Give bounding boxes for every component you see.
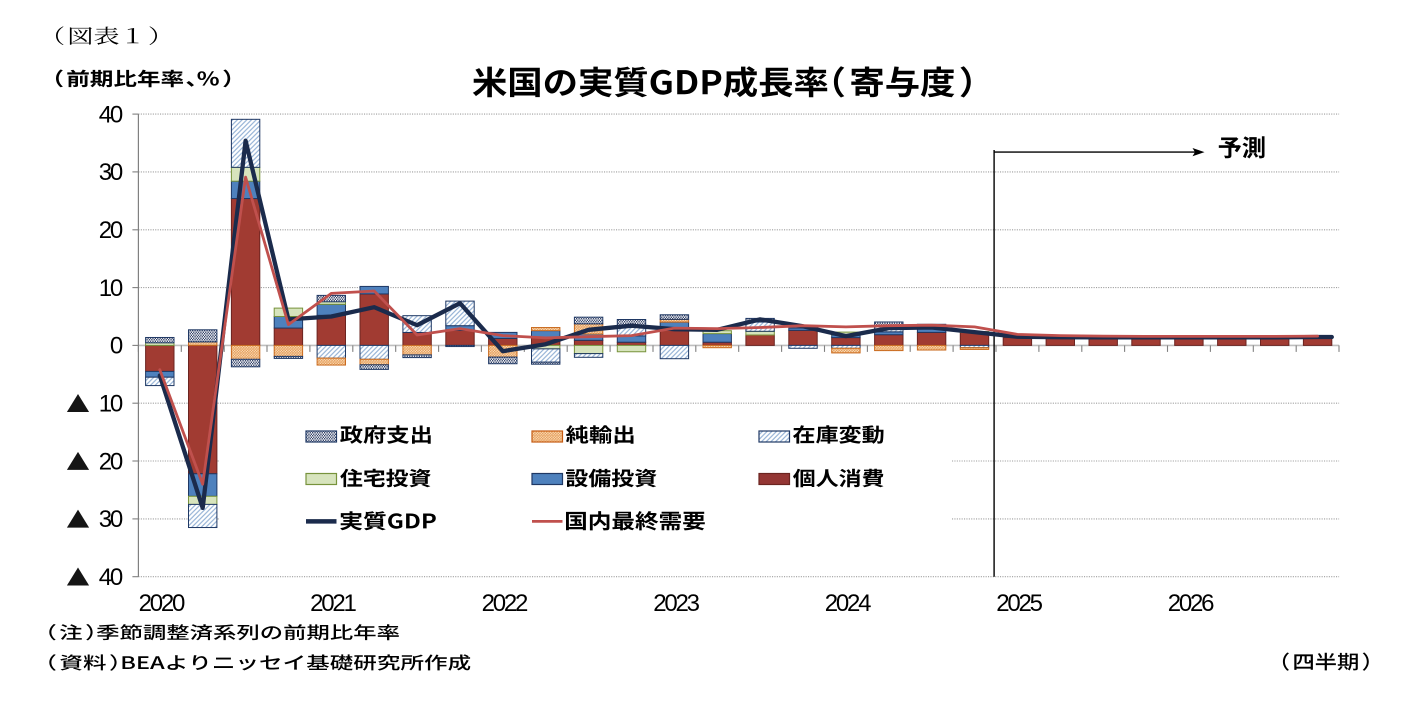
svg-text:2026: 2026: [1168, 590, 1214, 617]
svg-text:2024: 2024: [825, 590, 871, 617]
svg-text:2020: 2020: [139, 590, 185, 617]
svg-text:20: 20: [99, 217, 123, 244]
svg-text:10: 10: [99, 391, 123, 418]
svg-text:20: 20: [99, 448, 123, 475]
svg-text:2025: 2025: [996, 590, 1042, 617]
svg-text:30: 30: [99, 159, 123, 186]
svg-text:2021: 2021: [310, 590, 356, 617]
svg-text:2022: 2022: [482, 590, 528, 617]
svg-text:30: 30: [99, 506, 123, 533]
svg-text:2023: 2023: [653, 590, 699, 617]
svg-text:10: 10: [99, 275, 123, 302]
svg-text:40: 40: [99, 101, 123, 128]
svg-text:0: 0: [110, 333, 123, 360]
svg-text:40: 40: [99, 564, 123, 591]
